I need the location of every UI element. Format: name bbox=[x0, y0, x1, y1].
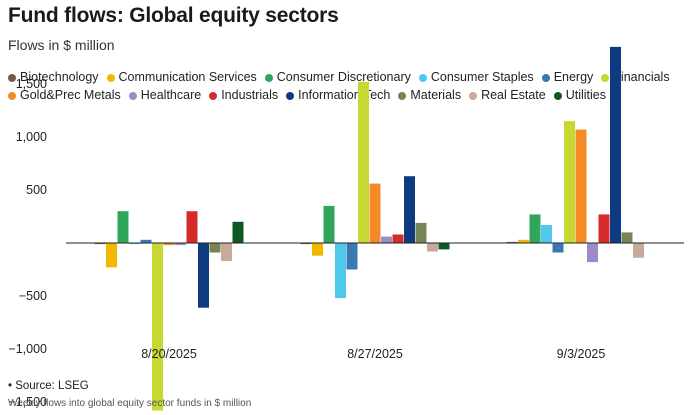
y-tick-label: 500 bbox=[26, 183, 47, 197]
source-note: • Source: LSEG bbox=[8, 380, 89, 392]
legend-label: Real Estate bbox=[481, 88, 546, 102]
bar bbox=[312, 243, 323, 256]
bar bbox=[335, 243, 346, 299]
y-tick-label: 1,000 bbox=[16, 130, 47, 144]
legend-item: Consumer Discretionary bbox=[264, 70, 411, 85]
legend-label: Communication Services bbox=[118, 70, 257, 84]
legend-label: Energy bbox=[553, 70, 594, 84]
bar bbox=[598, 214, 610, 243]
y-tick-label: −1,000 bbox=[8, 342, 47, 356]
legend-label: Industrials bbox=[221, 88, 279, 102]
bar bbox=[518, 239, 529, 243]
legend-item: Industrials bbox=[209, 88, 278, 103]
legend-item: Energy bbox=[541, 70, 594, 85]
bar bbox=[564, 121, 575, 243]
legend-label: Materials bbox=[410, 88, 462, 102]
y-tick-label: −1,500 bbox=[8, 395, 47, 409]
bar bbox=[117, 211, 129, 243]
legend-item: Financials bbox=[601, 70, 670, 85]
legend-label: Utilities bbox=[565, 88, 606, 102]
chart-title: Fund flows: Global equity sectors bbox=[8, 4, 339, 27]
bar bbox=[186, 211, 198, 243]
bar bbox=[575, 129, 587, 243]
legend-label: Healthcare bbox=[140, 88, 202, 102]
legend-item: Biotechnology bbox=[8, 70, 99, 85]
y-tick-label: 1,500 bbox=[16, 77, 47, 91]
legend-swatch bbox=[8, 91, 16, 100]
bar bbox=[587, 243, 598, 263]
legend-item: Materials bbox=[398, 88, 461, 103]
legend-swatch bbox=[209, 91, 218, 100]
bar bbox=[175, 243, 186, 246]
bar bbox=[198, 243, 209, 308]
legend-label: Financials bbox=[613, 70, 670, 84]
legend-swatch bbox=[8, 73, 16, 82]
bar bbox=[427, 243, 438, 252]
chart-legend: Biotechnology Communication Services Consu… bbox=[8, 70, 684, 103]
bar bbox=[529, 214, 541, 243]
chart-subtitle: Flows in $ million bbox=[8, 37, 115, 53]
legend-swatch bbox=[469, 91, 478, 100]
y-tick-label: −500 bbox=[19, 289, 47, 303]
bar bbox=[152, 243, 163, 411]
footnote: Weekly flows into global equity sector f… bbox=[8, 398, 252, 409]
bar bbox=[221, 243, 232, 261]
bar bbox=[346, 243, 358, 270]
x-tick-label: 8/27/2025 bbox=[347, 347, 403, 361]
bar bbox=[358, 81, 369, 244]
legend-item: Utilities bbox=[553, 88, 606, 103]
bar bbox=[163, 243, 175, 246]
bar bbox=[106, 243, 117, 268]
legend-item: Healthcare bbox=[128, 88, 202, 103]
legend-swatch bbox=[601, 73, 610, 82]
bar bbox=[552, 243, 564, 253]
bar bbox=[610, 46, 621, 244]
bar bbox=[633, 243, 644, 258]
legend-item: Consumer Staples bbox=[418, 70, 534, 85]
legend-swatch bbox=[553, 91, 562, 100]
bar bbox=[323, 205, 335, 243]
bar bbox=[438, 243, 450, 250]
legend-swatch bbox=[418, 73, 427, 82]
legend-swatch bbox=[541, 73, 550, 82]
bar bbox=[129, 243, 140, 245]
x-tick-label: 8/20/2025 bbox=[141, 347, 197, 361]
legend-swatch bbox=[264, 73, 273, 82]
x-tick-label: 9/3/2025 bbox=[557, 347, 606, 361]
legend-swatch bbox=[286, 91, 295, 100]
legend-item: Gold&Prec Metals bbox=[8, 88, 121, 103]
legend-label: Consumer Discretionary bbox=[276, 70, 411, 84]
bar bbox=[506, 241, 518, 243]
bar bbox=[381, 236, 392, 243]
bar bbox=[404, 176, 415, 243]
bar bbox=[415, 222, 427, 243]
legend-label: Biotechnology bbox=[20, 70, 99, 84]
bar bbox=[209, 243, 221, 253]
bar bbox=[300, 243, 312, 245]
legend-swatch bbox=[106, 73, 115, 82]
legend-label: Consumer Staples bbox=[430, 70, 534, 84]
bar bbox=[369, 183, 381, 243]
bar bbox=[541, 225, 552, 243]
bar bbox=[392, 234, 404, 243]
legend-item: Real Estate bbox=[469, 88, 546, 103]
legend-item: Communication Services bbox=[106, 70, 257, 85]
legend-label: Gold&Prec Metals bbox=[20, 88, 121, 102]
bar bbox=[140, 239, 152, 243]
bar bbox=[621, 232, 633, 243]
legend-swatch bbox=[398, 91, 407, 100]
legend-swatch bbox=[128, 91, 137, 100]
bar bbox=[94, 243, 106, 245]
bar bbox=[232, 221, 244, 243]
